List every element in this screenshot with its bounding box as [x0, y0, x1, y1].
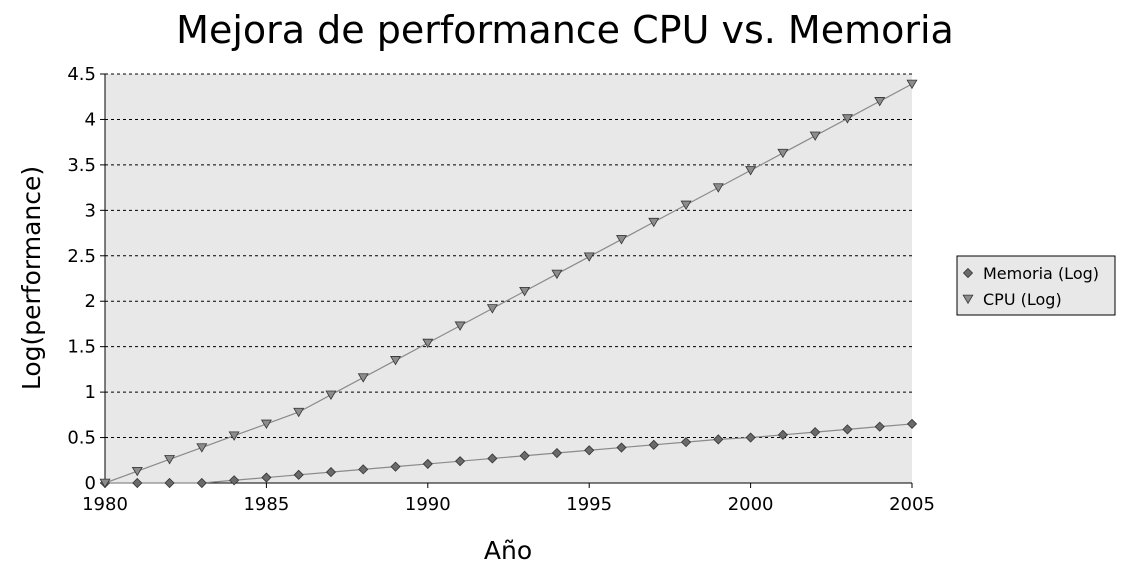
series-cpu [99, 79, 918, 489]
x-tick-label: 1995 [566, 494, 612, 515]
data-point [229, 475, 240, 486]
data-point [777, 429, 788, 440]
legend-label-memoria: Memoria (Log) [983, 264, 1099, 283]
data-point [906, 79, 918, 90]
y-tick-label: 2.5 [67, 246, 96, 267]
data-point [842, 424, 853, 435]
legend-marker-cpu [962, 294, 974, 305]
y-tick-label: 4.5 [67, 64, 96, 85]
data-point [777, 148, 789, 159]
y-tick-label: 1 [85, 382, 96, 403]
data-point [583, 252, 595, 262]
data-point [584, 445, 595, 456]
data-point [422, 458, 433, 469]
data-point [616, 442, 627, 453]
data-point [293, 407, 305, 418]
data-point [132, 477, 143, 489]
data-point [196, 443, 208, 453]
data-point [615, 235, 627, 245]
data-point [261, 472, 272, 483]
data-point [841, 114, 853, 124]
data-point [809, 131, 821, 141]
plot-area [105, 74, 912, 483]
data-point [357, 373, 369, 383]
legend-label-cpu: CPU (Log) [983, 290, 1062, 309]
data-point [680, 437, 692, 448]
data-point [906, 418, 918, 429]
data-point [164, 477, 175, 489]
y-tick-label: 4 [85, 109, 96, 130]
y-tick-label: 0.5 [67, 428, 96, 449]
series-line [104, 83, 913, 484]
data-point [390, 461, 401, 472]
data-point [390, 356, 402, 366]
data-point [454, 321, 466, 331]
data-point [680, 200, 692, 210]
y-tick-label: 3 [85, 200, 96, 221]
data-point [519, 286, 531, 297]
x-tick-label: 1985 [243, 494, 289, 515]
data-point [551, 447, 562, 459]
y-tick-label: 0 [85, 473, 96, 494]
data-point [648, 217, 660, 228]
data-point [745, 166, 757, 176]
data-point [196, 477, 207, 489]
data-point [551, 269, 563, 280]
data-point [131, 466, 143, 477]
x-tick-label: 2000 [728, 494, 774, 515]
data-point [164, 455, 176, 465]
data-point [648, 439, 659, 450]
data-point [358, 464, 369, 475]
y-tick-label: 1.5 [67, 337, 96, 358]
series-line [105, 423, 913, 484]
data-point [422, 338, 434, 349]
x-tick-label: 2005 [889, 494, 935, 515]
data-point [455, 456, 466, 467]
x-axis-title: Año [484, 536, 532, 565]
chart-title: Mejora de performance CPU vs. Memoria [176, 8, 954, 52]
legend: Memoria (Log) CPU (Log) [956, 255, 1116, 316]
series [99, 79, 918, 489]
y-tick-label: 2 [85, 291, 96, 312]
x-tick-label: 1990 [405, 494, 451, 515]
legend-marker-memoria [962, 267, 974, 279]
data-point [325, 467, 337, 478]
data-point [519, 450, 530, 461]
data-point [713, 434, 724, 445]
data-point [874, 97, 886, 107]
x-axis-ticks: 1980 1985 1990 1995 2000 2005 [82, 483, 935, 515]
data-point [99, 478, 111, 489]
data-point [745, 432, 756, 443]
data-point [486, 304, 498, 314]
data-point [712, 183, 724, 193]
data-point [260, 419, 272, 430]
data-point [810, 427, 821, 438]
data-point [228, 431, 240, 441]
data-point [293, 469, 304, 480]
y-axis-ticks: 0 0.5 1 1.5 2 2.5 3 3.5 4 4.5 [67, 64, 105, 494]
legend-box [956, 255, 1116, 316]
data-point [874, 421, 885, 432]
data-point [325, 390, 337, 400]
y-tick-label: 3.5 [67, 155, 96, 176]
y-axis-title: Log(performance) [17, 166, 46, 390]
series-memoria [99, 418, 918, 489]
x-tick-label: 1980 [82, 494, 128, 515]
grid-lines [105, 73, 912, 439]
data-point [487, 453, 498, 464]
